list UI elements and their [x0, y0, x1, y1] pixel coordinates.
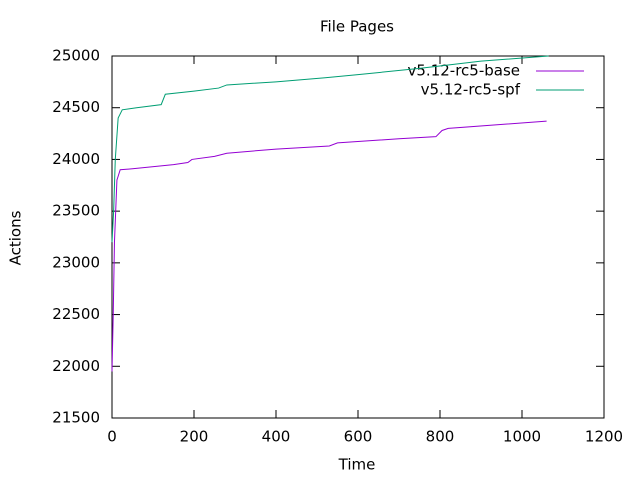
- y-tick-label: 21500: [52, 409, 100, 427]
- y-tick-label: 22000: [52, 357, 100, 375]
- x-tick-label: 800: [426, 428, 455, 446]
- plot-frame: [111, 55, 605, 419]
- y-tick-label: 24500: [52, 98, 100, 116]
- y-tick-label: 23000: [52, 253, 100, 271]
- legend-label: v5.12-rc5-spf: [421, 81, 521, 99]
- x-tick-label: 600: [344, 428, 373, 446]
- y-tick-label: 22500: [52, 305, 100, 323]
- chart-title: File Pages: [320, 18, 394, 36]
- y-tick-label: 23500: [52, 202, 100, 220]
- y-tick-label: 24000: [52, 150, 100, 168]
- line-series: [111, 120, 547, 372]
- x-tick-label: 0: [107, 428, 117, 446]
- line-series: [111, 55, 549, 243]
- x-axis-label: Time: [338, 456, 376, 474]
- legend-label: v5.12-rc5-base: [408, 62, 521, 80]
- x-tick-label: 1200: [585, 428, 623, 446]
- y-tick-label: 25000: [52, 47, 100, 65]
- x-tick-label: 400: [262, 428, 291, 446]
- x-tick-label: 200: [180, 428, 209, 446]
- x-tick-label: 1000: [503, 428, 541, 446]
- y-axis-label: Actions: [7, 210, 25, 265]
